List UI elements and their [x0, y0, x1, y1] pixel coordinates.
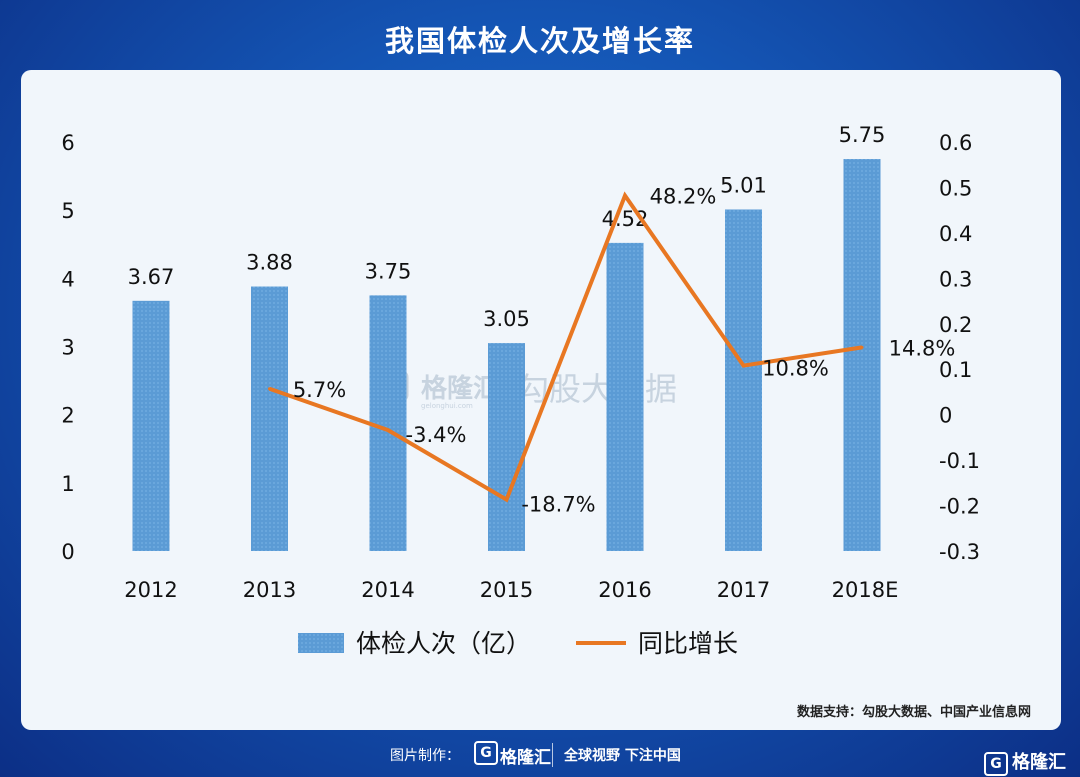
- watermark-brand: 格隆汇: [421, 373, 499, 404]
- right-tick-label: 0.4: [939, 222, 972, 246]
- left-tick-label: 4: [61, 267, 74, 291]
- growth-value-label: -3.4%: [406, 423, 467, 447]
- right-tick-label: 0.1: [939, 358, 972, 382]
- growth-point: [505, 498, 508, 502]
- bar: [606, 242, 644, 552]
- left-axis-ticks: 0 1 2 3 4 5 6: [61, 131, 74, 564]
- line-data-labels: 5.7% -3.4% -18.7% 48.2% 10.8% 14.8%: [293, 185, 956, 517]
- bar-value-label: 5.01: [720, 173, 767, 197]
- left-tick-label: 2: [61, 404, 74, 428]
- page-title: 我国体检人次及增长率: [384, 24, 695, 58]
- bar-data-labels: 3.673.88 3.753.054.525.015.75: [128, 123, 886, 331]
- growth-point: [386, 428, 390, 432]
- left-tick-label: 5: [61, 199, 74, 223]
- corner-brand: 格隆汇: [1012, 752, 1066, 773]
- growth-value-label: 14.8%: [889, 336, 956, 360]
- growth-value-label: 48.2%: [650, 185, 717, 209]
- growth-line: [268, 191, 863, 503]
- corner-logo: G 格隆汇: [984, 748, 1066, 776]
- right-tick-label: 0.2: [939, 313, 972, 337]
- x-tick-label: 2016: [598, 578, 651, 602]
- bar: [251, 286, 288, 551]
- left-tick-label: 1: [61, 472, 74, 496]
- brand-logo-icon: G: [474, 741, 498, 765]
- x-tick-label: 2012: [124, 578, 177, 602]
- footer: 图片制作： G 格隆汇 全球视野 下注中国: [0, 735, 1080, 777]
- bar: [369, 295, 407, 551]
- growth-point: [860, 345, 864, 349]
- growth-value-label: 5.7%: [293, 378, 346, 402]
- left-tick-label: 0: [61, 540, 74, 564]
- right-tick-label: 0: [939, 404, 952, 428]
- footer-brand: 格隆汇: [500, 748, 551, 768]
- legend: 体检人次（亿） 同比增长: [298, 629, 738, 658]
- growth-point: [742, 364, 745, 368]
- right-tick-label: -0.1: [939, 449, 980, 473]
- growth-point: [623, 194, 627, 198]
- made-by-label: 图片制作：: [390, 748, 460, 764]
- right-tick-label: 0.3: [939, 267, 972, 291]
- left-tick-label: 6: [61, 131, 74, 155]
- right-axis-ticks: -0.3 -0.2 -0.1 0 0.1 0.2 0.3 0.4 0.5 0.6: [939, 131, 980, 564]
- bar: [132, 300, 170, 551]
- bar-value-label: 3.05: [483, 307, 530, 331]
- footer-slogan: 全球视野 下注中国: [564, 748, 681, 764]
- bar: [725, 209, 762, 552]
- right-tick-label: -0.2: [939, 495, 980, 519]
- x-tick-label: 2014: [361, 578, 414, 602]
- x-tick-label: 2015: [480, 578, 533, 602]
- right-tick-label: 0.5: [939, 176, 972, 200]
- bar: [843, 159, 881, 551]
- bar-value-label: 3.67: [128, 265, 175, 289]
- legend-bar-swatch: [298, 633, 344, 653]
- footer-divider: [552, 743, 553, 767]
- watermark-sub: 勾股大数据: [517, 370, 677, 408]
- x-axis-labels: 2012 2013 2014 2015 2016 2017 2018E: [124, 578, 898, 602]
- x-tick-label: 2018E: [832, 578, 899, 602]
- line-series: [268, 191, 864, 503]
- growth-value-label: 10.8%: [762, 357, 829, 381]
- bar-value-label: 5.75: [839, 123, 886, 147]
- growth-point: [268, 387, 271, 391]
- bar-series: [132, 159, 881, 552]
- growth-value-label: -18.7%: [521, 493, 595, 517]
- left-tick-label: 3: [61, 336, 74, 360]
- x-tick-label: 2017: [717, 578, 770, 602]
- corner-logo-icon: G: [984, 752, 1008, 776]
- watermark-url: gelonghui.com: [421, 402, 473, 410]
- bar-value-label: 3.75: [365, 259, 412, 283]
- x-tick-label: 2013: [243, 578, 296, 602]
- legend-line-label: 同比增长: [638, 629, 738, 658]
- right-tick-label: 0.6: [939, 131, 972, 155]
- legend-bar-label: 体检人次（亿）: [356, 629, 531, 658]
- bar-value-label: 3.88: [246, 251, 293, 275]
- bar: [488, 343, 525, 551]
- source-note: 数据支持：勾股大数据、中国产业信息网: [796, 705, 1031, 720]
- right-tick-label: -0.3: [939, 540, 980, 564]
